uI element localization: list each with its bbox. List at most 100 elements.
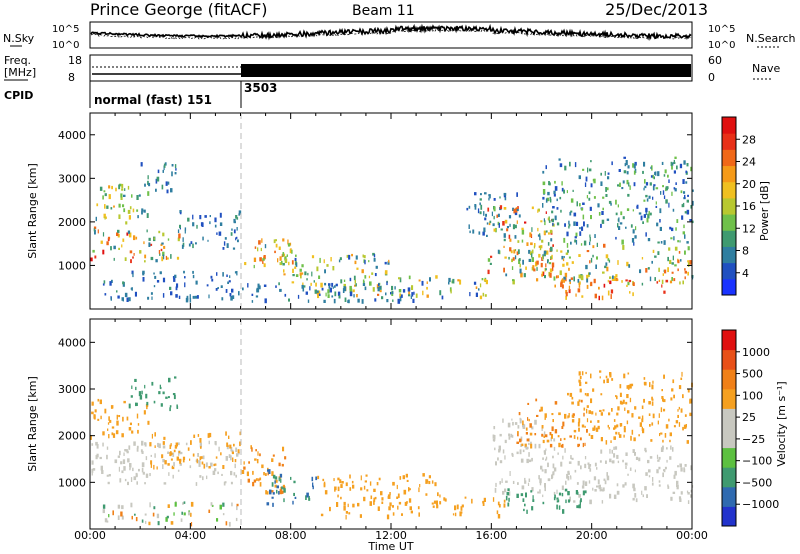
heatmap-cell xyxy=(258,240,261,245)
heatmap-cell xyxy=(123,208,126,213)
heatmap-cell xyxy=(117,229,120,233)
heatmap-cell xyxy=(300,273,302,279)
heatmap-cell xyxy=(426,281,428,284)
heatmap-cell xyxy=(102,195,104,200)
heatmap-cell xyxy=(288,261,290,266)
heatmap-cell xyxy=(397,505,399,510)
heatmap-cell xyxy=(117,233,120,238)
heatmap-cell xyxy=(196,224,198,229)
heatmap-cell xyxy=(317,290,319,293)
heatmap-cell xyxy=(175,168,177,171)
heatmap-cell xyxy=(589,234,591,238)
heatmap-cell xyxy=(406,501,408,504)
heatmap-cell xyxy=(528,258,532,262)
heatmap-cell xyxy=(236,227,238,231)
heatmap-cell xyxy=(497,514,501,519)
heatmap-cell xyxy=(216,272,218,276)
heatmap-cell xyxy=(190,241,193,245)
heatmap-cell xyxy=(606,472,608,477)
heatmap-cell xyxy=(624,163,627,167)
colorbar-tick-label: 100 xyxy=(742,389,763,402)
heatmap-cell xyxy=(158,391,161,395)
heatmap-cell xyxy=(506,491,510,496)
heatmap-cell xyxy=(415,293,418,298)
heatmap-cell xyxy=(651,260,653,264)
heatmap-cell xyxy=(514,255,517,260)
heatmap-cell xyxy=(627,281,630,286)
heatmap-cell xyxy=(661,396,664,400)
heatmap-cell xyxy=(632,449,635,453)
heatmap-cell xyxy=(436,504,439,509)
heatmap-cell xyxy=(511,266,514,270)
heatmap-cell xyxy=(584,393,586,396)
heatmap-cell xyxy=(129,463,132,468)
heatmap-cell xyxy=(343,505,346,511)
heatmap-cell xyxy=(519,418,522,424)
heatmap-cell xyxy=(675,227,677,231)
heatmap-cell xyxy=(481,278,484,281)
heatmap-cell xyxy=(606,378,609,383)
heatmap-cell xyxy=(378,286,381,289)
heatmap-cell xyxy=(585,264,588,270)
heatmap-cell xyxy=(435,500,438,505)
heatmap-cell xyxy=(689,399,691,404)
heatmap-cell xyxy=(556,249,558,252)
heatmap-cell xyxy=(388,506,391,511)
heatmap-cell xyxy=(497,221,500,226)
heatmap-cell xyxy=(583,221,585,227)
heatmap-cell xyxy=(284,258,288,263)
heatmap-cell xyxy=(102,442,104,447)
heatmap-cell xyxy=(492,434,495,439)
heatmap-cell xyxy=(518,412,521,416)
heatmap-cell xyxy=(651,422,654,426)
heatmap-cell xyxy=(503,267,505,273)
heatmap-cell xyxy=(540,262,543,268)
heatmap-cell xyxy=(579,231,582,236)
noise-sky-trace xyxy=(90,23,692,41)
heatmap-cell xyxy=(129,206,132,210)
heatmap-cell xyxy=(676,480,679,485)
heatmap-cell xyxy=(680,467,683,472)
heatmap-cell xyxy=(212,470,216,475)
heatmap-cell xyxy=(484,192,487,195)
heatmap-cell xyxy=(547,242,550,246)
heatmap-cell xyxy=(606,475,610,481)
heatmap-cell xyxy=(503,499,506,503)
heatmap-cell xyxy=(408,498,412,503)
heatmap-cell xyxy=(679,498,682,502)
heatmap-cell xyxy=(123,452,125,456)
heatmap-cell xyxy=(408,488,411,491)
heatmap-cell xyxy=(135,517,138,522)
heatmap-cell xyxy=(552,244,554,247)
heatmap-cell xyxy=(690,494,692,498)
heatmap-cell xyxy=(283,253,286,257)
heatmap-cell xyxy=(127,481,129,486)
heatmap-cell xyxy=(94,255,97,259)
heatmap-cell xyxy=(170,188,173,193)
heatmap-cell xyxy=(600,412,603,416)
heatmap-cell xyxy=(137,215,139,219)
heatmap-cell xyxy=(147,175,149,180)
heatmap-cell xyxy=(309,286,311,291)
heatmap-cell xyxy=(497,249,500,254)
heatmap-cell xyxy=(241,470,245,474)
heatmap-cell xyxy=(611,278,615,281)
heatmap-cell xyxy=(677,259,680,264)
freq-tick-18: 18 xyxy=(68,54,82,67)
heatmap-cell xyxy=(669,456,672,460)
heatmap-cell xyxy=(320,282,323,288)
heatmap-cell xyxy=(157,442,159,447)
heatmap-cell xyxy=(530,490,533,493)
heatmap-cell xyxy=(311,271,313,277)
heatmap-cell xyxy=(508,497,510,502)
heatmap-cell xyxy=(252,481,255,487)
heatmap-cell xyxy=(120,511,123,517)
heatmap-cell xyxy=(528,442,530,446)
heatmap-cell xyxy=(624,482,627,486)
heatmap-cell xyxy=(157,521,160,526)
heatmap-cell xyxy=(392,299,394,302)
heatmap-cell xyxy=(650,166,652,169)
heatmap-cell xyxy=(355,255,358,260)
power-x-axis xyxy=(89,113,693,309)
heatmap-cell xyxy=(633,487,636,492)
